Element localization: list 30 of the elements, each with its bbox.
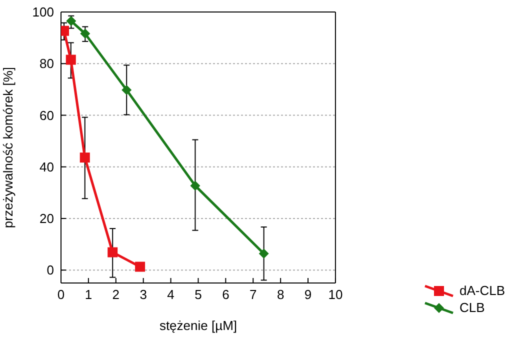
y-tick-label: 40 bbox=[40, 159, 54, 174]
point bbox=[135, 262, 146, 272]
y-tick-label: 20 bbox=[40, 211, 54, 226]
x-tick-label: 1 bbox=[84, 287, 92, 302]
x-tick-label: 0 bbox=[57, 287, 65, 302]
point bbox=[108, 247, 118, 258]
point bbox=[66, 54, 76, 65]
point bbox=[80, 152, 90, 163]
y-tick-label: 80 bbox=[40, 56, 54, 72]
x-tick-label: 9 bbox=[304, 287, 312, 302]
legend-label: dA-CLB bbox=[459, 282, 505, 299]
x-tick-label: 10 bbox=[328, 287, 343, 302]
x-axis-title: stężenie [µM] bbox=[159, 318, 238, 333]
x-tick-label: 6 bbox=[222, 287, 230, 302]
y-tick-label: 0 bbox=[46, 262, 54, 278]
point bbox=[190, 180, 200, 191]
y-axis-title: przeżywalność komórek [%] bbox=[0, 66, 16, 228]
point bbox=[66, 16, 76, 26]
point bbox=[258, 248, 269, 259]
x-tick-label: 5 bbox=[194, 287, 202, 302]
x-tick-label: 2 bbox=[112, 287, 120, 302]
legend-label: CLB bbox=[459, 299, 485, 316]
x-tick-label: 4 bbox=[167, 287, 174, 302]
point bbox=[122, 84, 132, 95]
point bbox=[80, 28, 90, 39]
x-tick-label: 3 bbox=[140, 287, 147, 302]
x-tick-label: 7 bbox=[250, 287, 257, 302]
y-tick-label: 100 bbox=[32, 4, 54, 20]
y-tick-label: 60 bbox=[40, 108, 54, 123]
x-tick-label: 8 bbox=[276, 287, 284, 302]
